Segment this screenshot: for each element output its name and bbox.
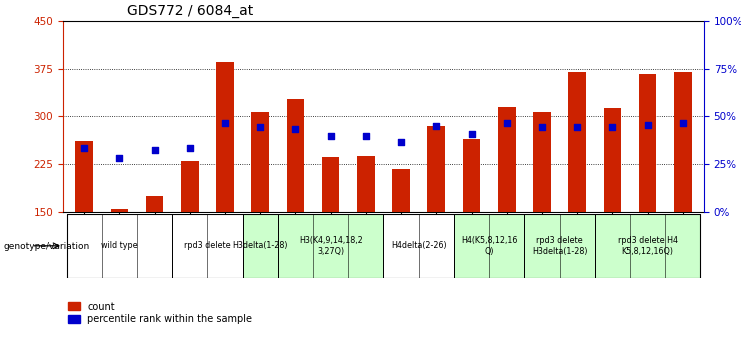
Point: [290, 126, 302, 132]
Bar: [322, 157, 339, 212]
Point: [79, 146, 90, 151]
Point: [501, 120, 513, 126]
Bar: [604, 108, 621, 212]
Text: H4delta(2-26): H4delta(2-26): [391, 241, 447, 250]
Bar: [384, 214, 454, 278]
Bar: [278, 214, 383, 278]
Point: [395, 139, 407, 145]
Bar: [251, 112, 269, 212]
Point: [113, 155, 125, 161]
Point: [325, 133, 336, 138]
Point: [606, 125, 618, 130]
Point: [254, 125, 266, 130]
Point: [536, 125, 548, 130]
Bar: [287, 99, 305, 212]
Bar: [67, 214, 172, 278]
Point: [571, 125, 583, 130]
Bar: [533, 112, 551, 212]
Point: [642, 122, 654, 128]
Bar: [595, 214, 700, 278]
Bar: [242, 214, 278, 278]
Text: genotype/variation: genotype/variation: [4, 242, 90, 251]
Bar: [674, 72, 691, 212]
Point: [149, 147, 161, 152]
Bar: [568, 72, 586, 212]
Bar: [498, 107, 516, 212]
Bar: [181, 161, 199, 212]
Text: rpd3 delete H4
K5,8,12,16Q): rpd3 delete H4 K5,8,12,16Q): [617, 236, 677, 256]
Bar: [172, 214, 242, 278]
Text: H3delta(1-28): H3delta(1-28): [233, 241, 288, 250]
Bar: [110, 209, 128, 212]
Point: [184, 146, 196, 151]
Bar: [357, 156, 375, 212]
Point: [465, 131, 477, 137]
Point: [219, 120, 231, 126]
Text: H4(K5,8,12,16
Q): H4(K5,8,12,16 Q): [461, 236, 517, 256]
Bar: [216, 62, 234, 212]
Bar: [146, 196, 163, 212]
Bar: [525, 214, 595, 278]
Text: H3(K4,9,14,18,2
3,27Q): H3(K4,9,14,18,2 3,27Q): [299, 236, 362, 256]
Text: wild type: wild type: [101, 241, 138, 250]
Bar: [76, 141, 93, 212]
Bar: [462, 139, 480, 212]
Text: rpd3 delete: rpd3 delete: [184, 241, 230, 250]
Bar: [639, 74, 657, 212]
Point: [431, 123, 442, 129]
Text: GDS772 / 6084_at: GDS772 / 6084_at: [127, 4, 253, 18]
Point: [360, 133, 372, 138]
Text: rpd3 delete
H3delta(1-28): rpd3 delete H3delta(1-28): [532, 236, 588, 256]
Bar: [454, 214, 525, 278]
Point: [677, 120, 688, 126]
Bar: [428, 126, 445, 212]
Bar: [392, 169, 410, 212]
Legend: count, percentile rank within the sample: count, percentile rank within the sample: [68, 302, 252, 325]
